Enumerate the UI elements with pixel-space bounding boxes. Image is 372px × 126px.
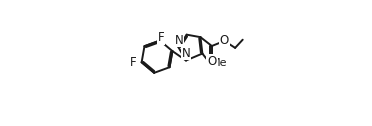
Text: O: O: [220, 34, 229, 48]
Text: F: F: [158, 31, 164, 44]
Text: F: F: [130, 56, 137, 69]
Text: N: N: [175, 34, 183, 47]
Text: Me: Me: [211, 58, 227, 68]
Text: N: N: [182, 47, 190, 60]
Text: O: O: [207, 55, 217, 68]
